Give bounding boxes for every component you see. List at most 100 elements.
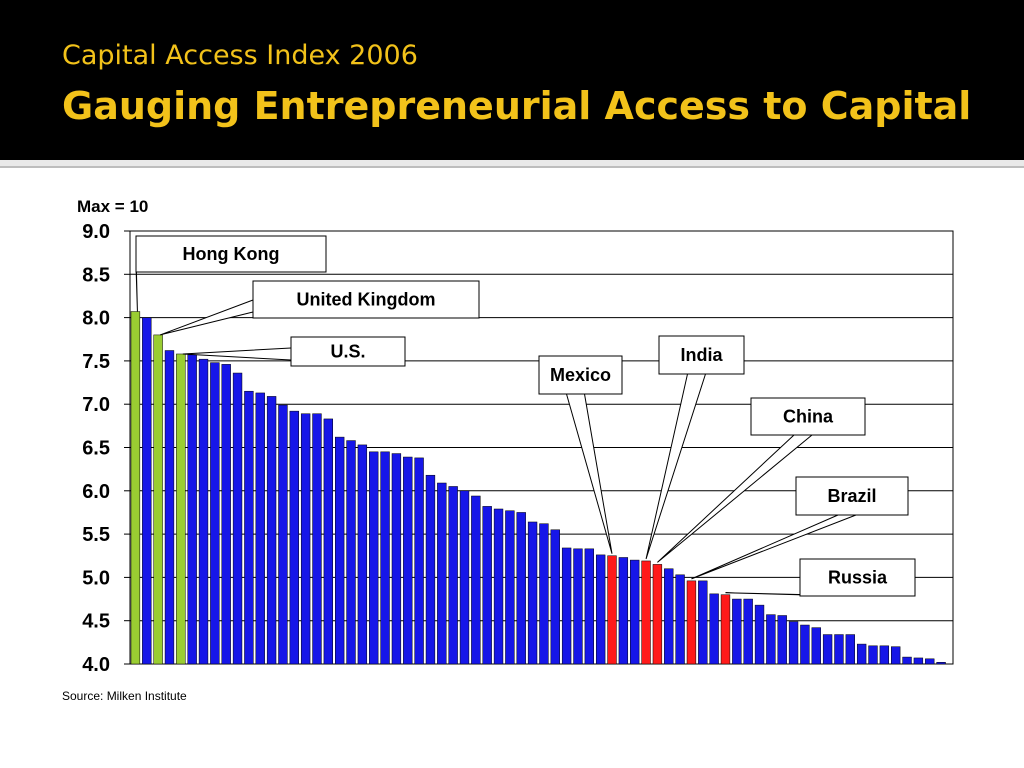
bar <box>561 547 572 665</box>
bar <box>879 645 890 665</box>
bar <box>675 574 685 665</box>
bar <box>743 598 753 665</box>
bar <box>300 413 311 665</box>
bar <box>550 529 560 665</box>
y-tick-label: 7.5 <box>82 351 110 373</box>
bar <box>868 645 878 665</box>
bar <box>505 510 515 665</box>
callout-pointer-hong-kong <box>135 253 138 312</box>
callout-pointer-u-s <box>182 347 292 361</box>
y-tick-label: 4.5 <box>82 611 110 633</box>
y-tick-label: 8.5 <box>82 264 110 286</box>
bar <box>369 451 379 665</box>
slide-title: Capital Access Index 2006 <box>62 40 418 71</box>
bar-hong-kong <box>130 311 141 665</box>
bar <box>902 656 912 665</box>
header-divider <box>0 160 1024 166</box>
bar <box>459 490 470 665</box>
callout-pointer-india <box>645 373 706 560</box>
bar <box>323 418 334 665</box>
bar <box>936 662 946 665</box>
y-tick-label: 7.0 <box>82 394 110 416</box>
bar-russia <box>720 594 731 665</box>
y-tick-label: 5.0 <box>82 567 110 589</box>
slide-header: Capital Access Index 2006 Gauging Entrep… <box>0 0 1024 160</box>
bar <box>630 559 640 665</box>
callout-pointer-china <box>657 434 813 563</box>
bar <box>312 413 322 665</box>
callout-label-india: India <box>680 345 723 365</box>
bar <box>618 557 629 665</box>
bar <box>471 495 481 665</box>
callout-pointer-brazil <box>691 514 857 580</box>
bar-u-s <box>176 353 186 665</box>
bar <box>584 548 594 665</box>
bar <box>913 657 924 665</box>
bar <box>142 317 152 665</box>
source-note: Source: Milken Institute <box>62 689 187 703</box>
bar <box>856 643 867 665</box>
callout-box-hong-kong <box>135 235 327 273</box>
callout-box-mexico <box>538 355 623 395</box>
bar <box>595 554 606 665</box>
axis-note: Max = 10 <box>77 197 148 216</box>
bar <box>754 604 765 665</box>
bar <box>425 474 436 665</box>
callout-label-mexico: Mexico <box>550 365 611 385</box>
bar <box>437 482 447 665</box>
y-tick-label: 5.5 <box>82 524 110 546</box>
bar <box>289 410 299 665</box>
bar <box>198 358 209 665</box>
bar <box>482 506 492 665</box>
callout-label-u-s: U.S. <box>330 342 365 362</box>
callout-pointer-united-kingdom <box>159 299 254 336</box>
bar <box>777 615 787 665</box>
bar <box>244 390 254 665</box>
bar <box>811 627 821 665</box>
bar <box>925 658 935 665</box>
bar <box>210 362 220 665</box>
bar <box>766 614 776 665</box>
callout-box-united-kingdom <box>252 280 480 319</box>
callout-box-india <box>658 335 745 375</box>
bar <box>255 392 265 665</box>
y-tick-label: 8.0 <box>82 308 110 330</box>
bar <box>403 456 413 665</box>
bar-mexico <box>607 555 617 665</box>
bar <box>516 512 526 665</box>
bar <box>800 624 810 665</box>
bar <box>845 634 855 665</box>
bar <box>732 598 742 665</box>
bar <box>232 372 243 665</box>
callout-box-brazil <box>795 476 909 516</box>
bar-china <box>652 564 663 665</box>
callout-box-china <box>750 397 866 436</box>
callout-label-russia: Russia <box>828 568 888 588</box>
bar <box>414 457 424 665</box>
bar <box>335 436 345 665</box>
bar <box>698 580 708 665</box>
bar <box>573 548 583 665</box>
bar <box>221 364 231 665</box>
bar-brazil <box>686 580 697 665</box>
y-tick-label: 6.0 <box>82 481 110 503</box>
callout-box-russia <box>799 558 916 597</box>
bar <box>527 521 538 665</box>
callout-pointer-mexico <box>566 393 613 554</box>
bar-united-kingdom <box>153 334 163 665</box>
bar-india <box>641 560 651 665</box>
bar <box>834 634 844 665</box>
bar <box>357 444 368 665</box>
bar <box>539 523 549 665</box>
y-tick-label: 9.0 <box>82 221 110 243</box>
bar <box>391 453 402 665</box>
callout-label-brazil: Brazil <box>827 486 876 506</box>
header-divider-shadow <box>0 166 1024 168</box>
bar <box>380 451 390 665</box>
y-tick-label: 6.5 <box>82 438 110 460</box>
callout-label-united-kingdom: United Kingdom <box>297 290 436 310</box>
bar <box>346 440 356 665</box>
bar <box>891 646 901 665</box>
bar <box>278 404 288 665</box>
